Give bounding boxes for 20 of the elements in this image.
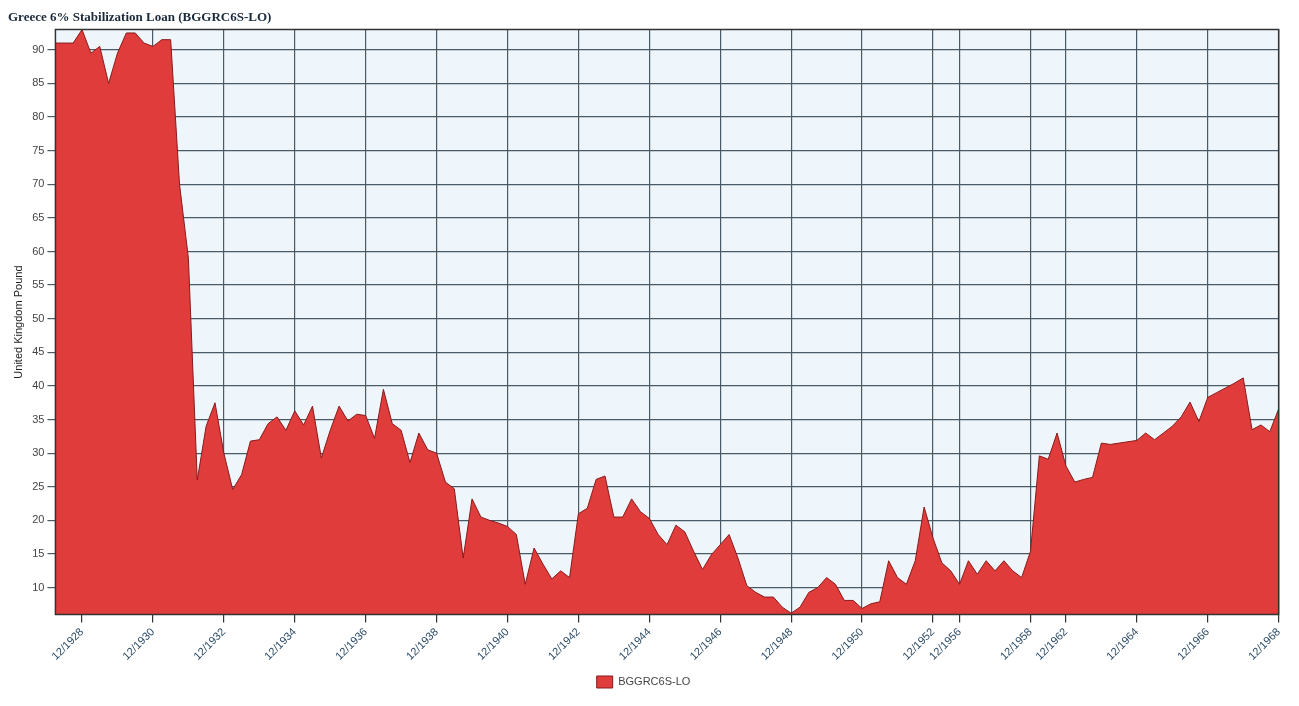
y-tick-label: 65 (32, 210, 45, 223)
y-tick-label: 50 (32, 311, 45, 324)
chart-title: Greece 6% Stabilization Loan (BGGRC6S-LO) (8, 9, 272, 25)
y-tick-label: 45 (32, 345, 45, 358)
y-tick-label: 90 (32, 42, 45, 55)
y-tick-label: 25 (32, 479, 45, 492)
legend-label: BGGRC6S-LO (618, 675, 691, 688)
y-tick-label: 60 (32, 244, 45, 257)
y-tick-label: 80 (32, 110, 45, 123)
y-tick-label: 10 (32, 580, 45, 593)
y-tick-label: 15 (32, 547, 45, 560)
y-tick-label: 75 (32, 143, 45, 156)
y-tick-label: 40 (32, 378, 45, 391)
y-axis-title: United Kingdom Pound (11, 265, 24, 379)
y-tick-label: 35 (32, 412, 45, 425)
y-tick-label: 85 (32, 76, 45, 89)
y-tick-label: 20 (32, 513, 45, 526)
y-tick-label: 30 (32, 446, 45, 459)
y-tick-label: 70 (32, 177, 45, 190)
y-tick-label: 55 (32, 278, 45, 291)
